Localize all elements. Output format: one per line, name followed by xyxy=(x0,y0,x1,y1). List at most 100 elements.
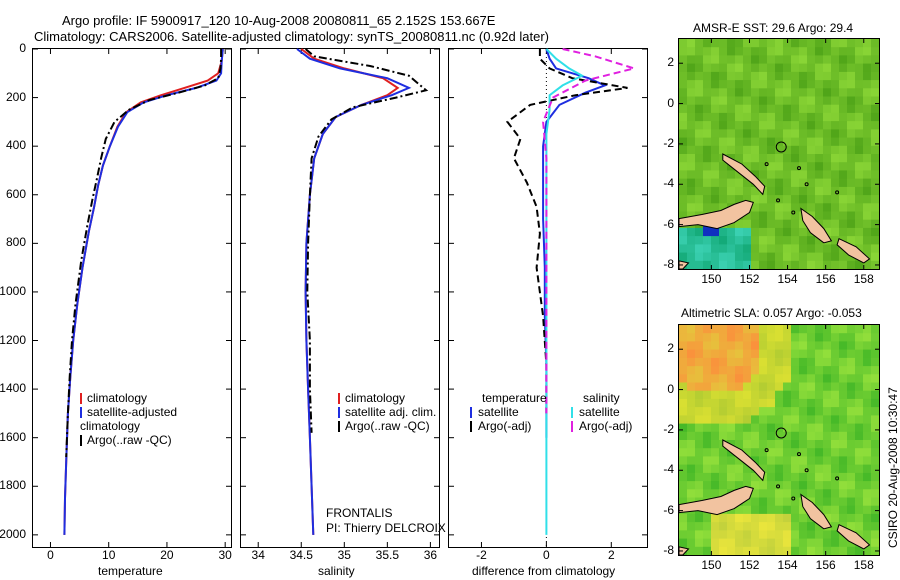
map-cell xyxy=(735,55,744,65)
map-cell xyxy=(823,129,832,139)
map-cell xyxy=(871,431,879,441)
map-cell xyxy=(679,341,688,351)
map-cell xyxy=(831,398,840,408)
map-cell xyxy=(751,170,760,180)
map-cell xyxy=(727,55,736,65)
map-cell xyxy=(719,252,728,262)
map-cell xyxy=(687,129,696,139)
series-line-argo-raw-qc- xyxy=(65,49,223,458)
map-cell xyxy=(807,431,816,441)
map-cell xyxy=(791,145,800,155)
map-cell xyxy=(855,546,864,555)
map-cell xyxy=(815,390,824,400)
series-line-satellite-adj-clim- xyxy=(296,48,412,535)
map-cell xyxy=(847,96,856,106)
map-cell xyxy=(855,325,864,334)
map-cell xyxy=(695,357,704,367)
islet xyxy=(791,496,796,501)
map-cell xyxy=(719,374,728,384)
map-cell xyxy=(831,538,840,548)
map-cell xyxy=(703,481,712,490)
map-cell xyxy=(863,423,872,433)
map-cell xyxy=(767,456,776,466)
map-cell xyxy=(719,227,728,237)
map-cell xyxy=(791,464,800,474)
map-cell xyxy=(847,137,856,147)
map-cell xyxy=(855,121,864,130)
map-cell xyxy=(823,456,832,466)
map-cell xyxy=(687,88,696,98)
legend-swatch-sal-satellite xyxy=(571,407,573,419)
map-cell xyxy=(863,398,872,408)
map-cell xyxy=(695,538,704,548)
map-cell xyxy=(799,522,808,531)
map-cell xyxy=(791,513,800,523)
map-cell xyxy=(687,55,696,65)
map-cell xyxy=(807,129,816,139)
map-cell xyxy=(847,448,856,457)
map-cell xyxy=(831,489,840,499)
map-cell xyxy=(687,80,696,89)
map-cell xyxy=(783,481,792,490)
map-cell xyxy=(839,374,848,384)
map-cell xyxy=(783,415,792,425)
map-cell xyxy=(727,349,736,359)
map-cell xyxy=(759,431,768,441)
map-cell xyxy=(687,137,696,147)
map-cell xyxy=(791,440,800,449)
map-cell xyxy=(847,472,856,482)
map-cell xyxy=(815,211,824,221)
map-cell xyxy=(751,448,760,457)
map-cell xyxy=(783,333,792,342)
islet xyxy=(776,484,781,489)
map-cell xyxy=(711,349,720,359)
map-cell xyxy=(831,227,840,237)
map-cell xyxy=(759,538,768,548)
xtick-label: 10 xyxy=(102,548,116,562)
map-cell xyxy=(815,530,824,540)
map-cell xyxy=(759,63,768,73)
map-cell xyxy=(855,178,864,188)
map-cell xyxy=(807,538,816,548)
map-cell xyxy=(735,80,744,89)
map-cell xyxy=(799,513,808,523)
map-cell xyxy=(687,333,696,342)
map-cell xyxy=(847,423,856,433)
map-cell xyxy=(711,530,720,540)
map-cell xyxy=(855,244,864,254)
map-cell xyxy=(791,423,800,433)
map-cell xyxy=(783,154,792,163)
argo-float-marker xyxy=(775,427,787,439)
map-cell xyxy=(815,162,824,171)
map-cell xyxy=(863,203,872,213)
map-cell xyxy=(719,170,728,180)
map-cell xyxy=(767,415,776,425)
map-cell xyxy=(687,341,696,351)
map-cell xyxy=(703,47,712,56)
map-cell xyxy=(855,407,864,416)
map-cell xyxy=(719,178,728,188)
map-cell xyxy=(831,357,840,367)
map-cell xyxy=(831,203,840,213)
map-cell xyxy=(847,129,856,139)
map-cell xyxy=(815,39,824,48)
xtick-label: 30 xyxy=(218,548,232,562)
map-cell xyxy=(711,80,720,89)
map-cell xyxy=(815,186,824,196)
map-cell xyxy=(743,546,752,555)
map-cell xyxy=(759,80,768,89)
map-cell xyxy=(855,211,864,221)
map-cell xyxy=(751,219,760,229)
map-cell xyxy=(727,546,736,555)
map-cell xyxy=(743,382,752,392)
xtick-label: 34 xyxy=(251,548,265,562)
map-cell xyxy=(823,538,832,548)
map-cell xyxy=(807,440,816,449)
islet xyxy=(776,198,781,203)
map-cell xyxy=(783,390,792,400)
map-cell xyxy=(687,39,696,48)
map-cell xyxy=(839,170,848,180)
map-cell xyxy=(695,195,704,204)
series-line-climatology xyxy=(300,48,400,535)
map-cell xyxy=(751,121,760,130)
